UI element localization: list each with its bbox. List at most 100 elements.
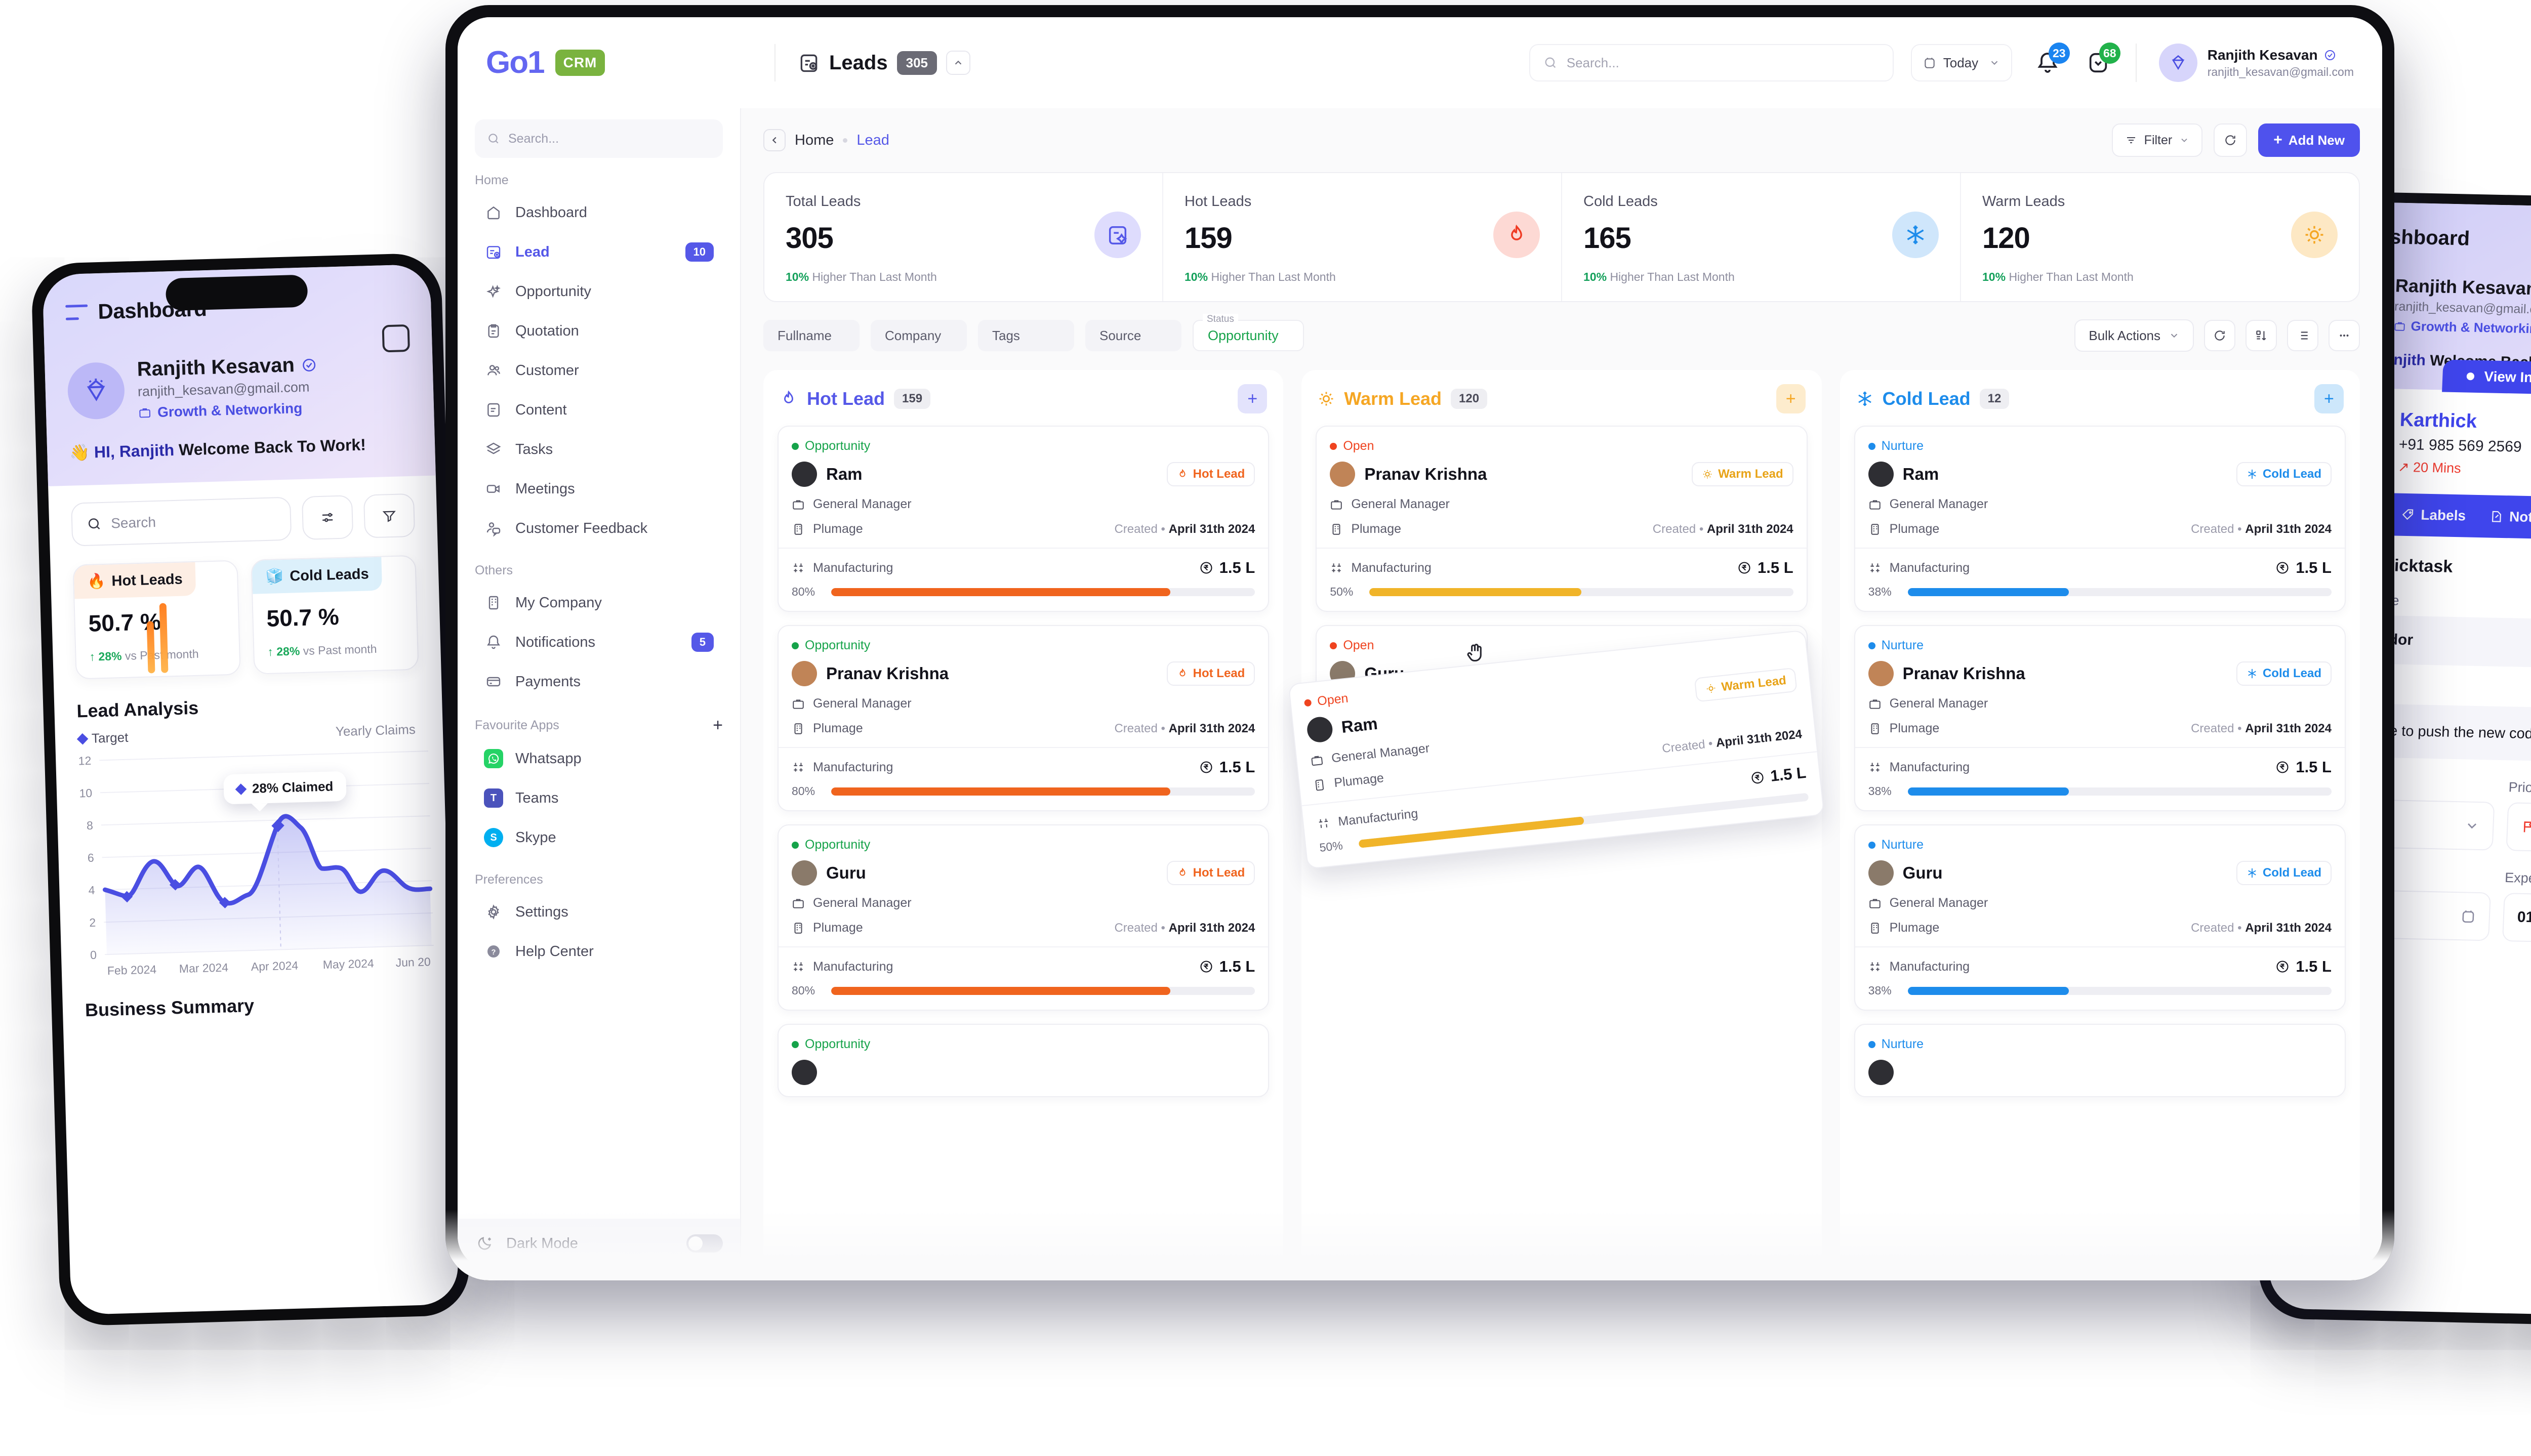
favourite-apps-header: Favourite Apps + (458, 701, 740, 739)
whatsapp-icon (484, 749, 503, 768)
plus-icon[interactable]: + (713, 716, 723, 735)
search-input[interactable]: Search (71, 496, 292, 547)
sidebar-item-lead[interactable]: Lead 10 (467, 233, 731, 271)
filter-chip-source[interactable]: Source (1085, 320, 1181, 351)
sidebar-item-meetings[interactable]: Meetings (467, 470, 731, 508)
sidebar-item-teams[interactable]: T Teams (467, 779, 731, 817)
sidebar-item-skype[interactable]: S Skype (467, 819, 731, 856)
card-role: General Manager (1868, 896, 2332, 910)
hamburger-icon[interactable] (65, 304, 88, 320)
sun-icon (1703, 470, 1712, 479)
sidebar-item-content[interactable]: Content (467, 391, 731, 429)
chevron-left-icon[interactable] (763, 129, 786, 151)
filter-chip-company[interactable]: Company (871, 320, 967, 351)
sidebar-item-dashboard[interactable]: Dashboard (467, 194, 731, 231)
sidebar-item-my-company[interactable]: My Company (467, 584, 731, 621)
notifications-button[interactable]: 23 (2032, 43, 2070, 78)
add-new-button[interactable]: + Add New (2258, 123, 2360, 157)
expected-date-input[interactable]: 01-05-2025 (2502, 893, 2531, 945)
messages-button[interactable]: 68 (2083, 43, 2120, 78)
chevron-up-icon[interactable] (946, 51, 970, 75)
sidebar-item-opportunity[interactable]: Opportunity (467, 273, 731, 310)
lead-card[interactable]: Opportunity Pranav Krishna Hot Lead (778, 625, 1270, 811)
expected-hrs-input[interactable]: 2 Hrs (2302, 888, 2491, 941)
lead-card-dragging[interactable]: Open Ram Warm Lead (1288, 630, 1825, 869)
user-name: Ranjith Kesavan (2395, 275, 2531, 299)
card-role: General Manager (1868, 696, 2332, 711)
lead-card[interactable]: Nurture Guru Cold Lead (1854, 824, 2346, 1011)
lead-card[interactable]: Opportunity Guru Hot Lead (778, 824, 1270, 1011)
add-card-button[interactable]: + (1776, 384, 1806, 413)
filter-chip-tags[interactable]: Tags (978, 320, 1074, 351)
filter-chip-status[interactable]: Status Opportunity (1193, 314, 1304, 351)
skype-icon: S (484, 828, 503, 847)
sidebar-item-notifications[interactable]: Notifications 5 (467, 623, 731, 661)
stat-card-hot[interactable]: 🔥 Hot Leads 50.7 % ↑ 28% vs Past month (72, 560, 241, 680)
stat-card-warm-leads[interactable]: Warm Leads 120 10% Higher Than Last Mont… (1961, 173, 2359, 301)
sidebar-search-input[interactable]: Search... (475, 119, 723, 158)
sidebar-item-help-center[interactable]: ? Help Center (467, 933, 731, 970)
stat-card-cold-leads[interactable]: Cold Leads 165 10% Higher Than Last Mont… (1562, 173, 1961, 301)
card-status: Nurture (1868, 1037, 2332, 1052)
column-title: Hot Lead (807, 388, 885, 409)
phone-notch (165, 274, 308, 311)
card-name: Pranav Krishna (826, 664, 949, 683)
card-progress-bar (831, 986, 1255, 995)
filter-button[interactable]: Filter (2111, 123, 2203, 157)
date-filter-select[interactable]: Today (1910, 44, 2012, 81)
filter-chip-fullname[interactable]: Fullname (763, 320, 860, 351)
list-view-button[interactable] (2287, 320, 2318, 351)
lead-card[interactable]: Opportunity (778, 1024, 1270, 1097)
sidebar-item-settings[interactable]: Settings (467, 893, 731, 931)
tab-notes[interactable]: Notes (2477, 495, 2531, 539)
dark-mode-row[interactable]: Dark Mode (458, 1219, 740, 1268)
stat-card-hot-leads[interactable]: Hot Leads 159 10% Higher Than Last Month (1163, 173, 1562, 301)
sidebar-item-whatsapp[interactable]: Whatsapp (467, 740, 731, 777)
breadcrumb-item-lead[interactable]: Lead (856, 132, 889, 148)
building-icon (1871, 922, 1879, 934)
view-insights-button[interactable]: View Insights (2442, 359, 2531, 395)
more-button[interactable] (2329, 320, 2360, 351)
add-card-button[interactable]: + (2314, 384, 2344, 413)
card-progress-label: 38% (1868, 984, 1892, 997)
tab-labels[interactable]: Labels (2389, 493, 2479, 537)
lead-card[interactable]: Open Pranav Krishna Warm Lead (1316, 426, 1808, 612)
credit-card-icon (484, 672, 503, 691)
sort-button[interactable] (2246, 320, 2277, 351)
priority-select[interactable]: High (2506, 802, 2531, 855)
building-icon (1871, 523, 1879, 535)
document-clock-icon[interactable] (382, 324, 410, 353)
lead-card[interactable]: Nurture Ram Cold Lead (1854, 426, 2346, 612)
lead-card[interactable]: Nurture Pranav Krishna Cold Lead (1854, 625, 2346, 811)
global-search-input[interactable]: Search... (1529, 44, 1894, 81)
sidebar-item-quotation[interactable]: Quotation (467, 312, 731, 350)
card-role: General Manager (792, 497, 1255, 512)
sidebar-item-payments[interactable]: Payments (467, 663, 731, 700)
page-tab-leads[interactable]: Leads 305 (798, 51, 970, 75)
sidebar-item-label: Lead (515, 243, 550, 260)
refresh-button[interactable] (2204, 320, 2235, 351)
stat-card-cold[interactable]: 🧊 Cold Leads 50.7 % ↑ 28% vs Past month (251, 555, 419, 675)
stat-card-total-leads[interactable]: Total Leads 305 10% Higher Than Last Mon… (764, 173, 1163, 301)
dark-mode-toggle[interactable] (686, 1234, 723, 1253)
card-amount: 1.5 L (2275, 758, 2332, 776)
sidebar-item-customer[interactable]: Customer (467, 352, 731, 389)
bulk-actions-select[interactable]: Bulk Actions (2074, 319, 2194, 352)
refresh-button[interactable] (2214, 123, 2248, 157)
sidebar-item-tasks[interactable]: Tasks (467, 431, 731, 468)
card-progress-label: 50% (1330, 585, 1354, 598)
brand-logo[interactable]: Go1 CRM (486, 47, 769, 78)
breadcrumb-item-home[interactable]: Home (795, 132, 834, 148)
stat-label: Total Leads (786, 193, 861, 210)
sidebar-item-customer-feedback[interactable]: Customer Feedback (467, 510, 731, 547)
add-card-button[interactable]: + (1238, 384, 1268, 413)
assignees-select[interactable] (2306, 798, 2495, 851)
lead-card[interactable]: Opportunity Ram Hot Lead (778, 426, 1270, 612)
card-progress-label: 38% (1868, 784, 1892, 798)
card-progress-bar (831, 787, 1255, 796)
user-menu[interactable]: Ranjith Kesavan ranjith_kesavan@gmail.co… (2135, 44, 2354, 82)
sort-filter-button[interactable] (301, 495, 354, 540)
lead-card[interactable]: Nurture (1854, 1024, 2346, 1097)
filter-button[interactable] (363, 493, 416, 538)
